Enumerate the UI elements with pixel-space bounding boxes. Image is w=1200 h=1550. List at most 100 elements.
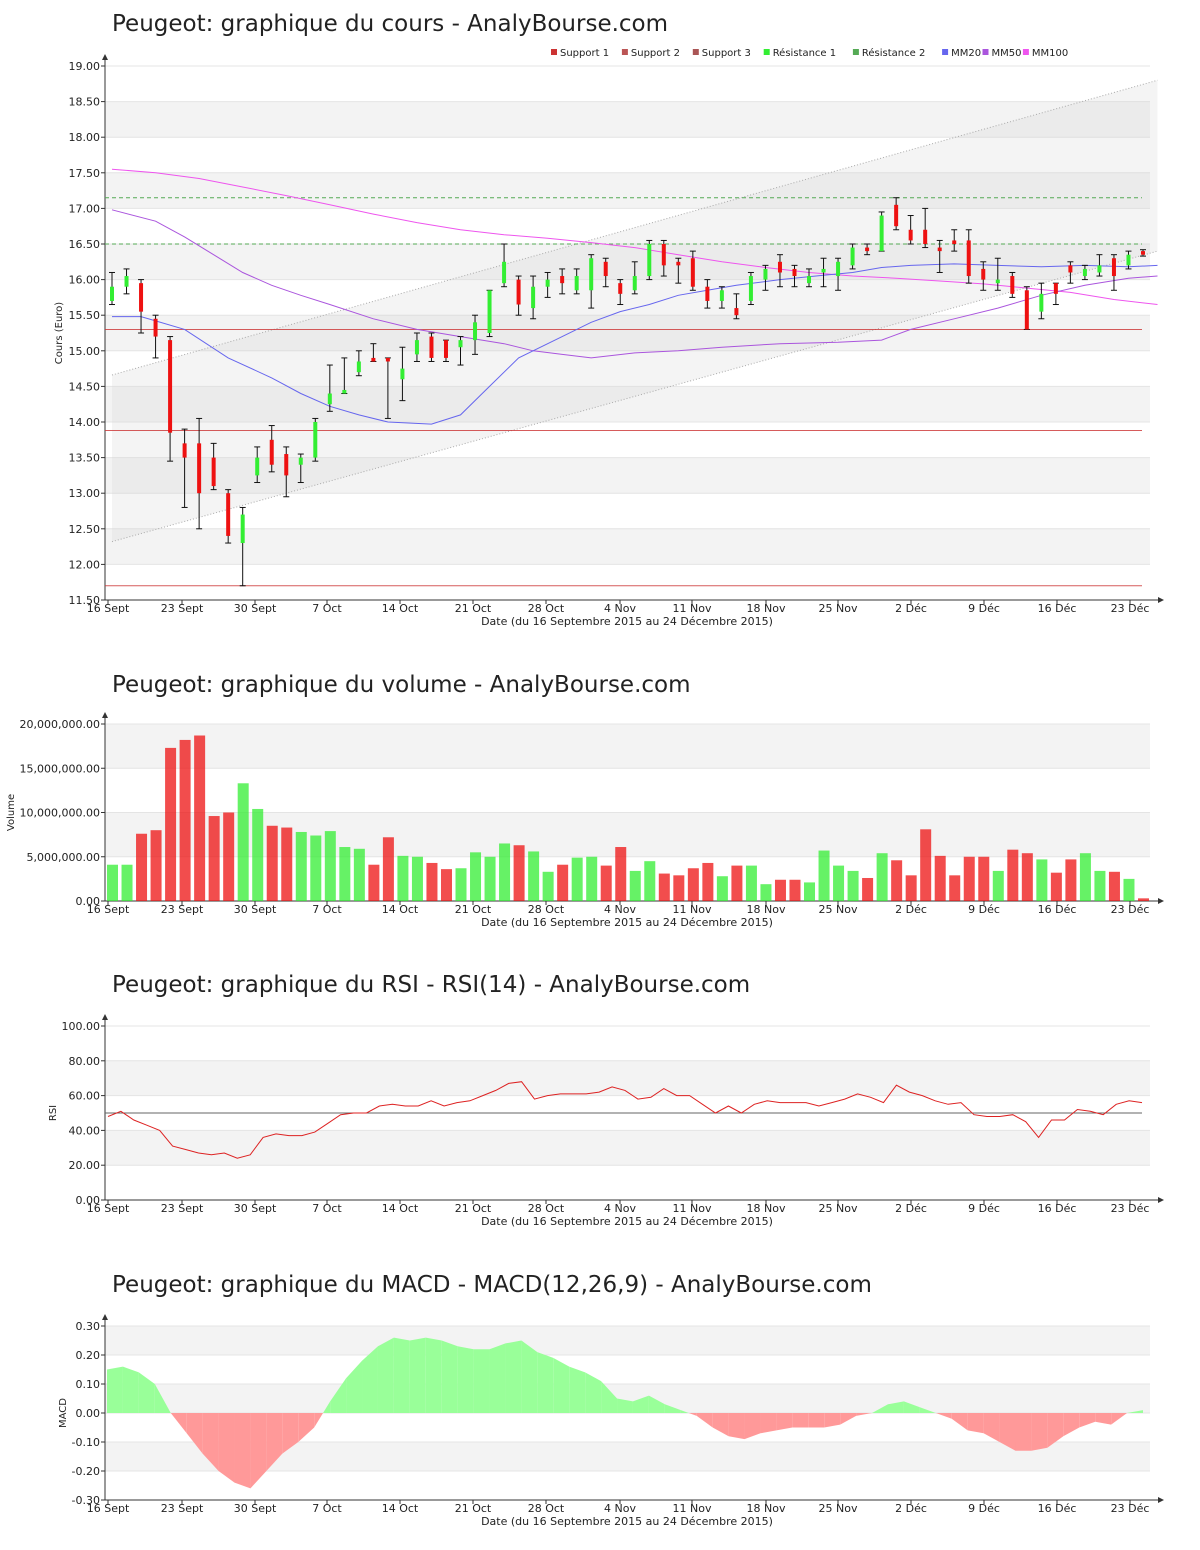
- macd-area-segment: [856, 1413, 873, 1416]
- volume-bar: [542, 871, 554, 901]
- volume-bar: [702, 862, 714, 901]
- candle-body: [531, 286, 536, 309]
- macd-area-segment: [505, 1340, 522, 1413]
- candle-body: [850, 247, 855, 266]
- y-tick-label: 19.00: [69, 60, 101, 73]
- x-tick-label: 16 Déc: [1038, 903, 1077, 916]
- legend-swatch: [621, 49, 628, 55]
- legend-swatch: [1022, 49, 1029, 55]
- x-axis-arrow: [1158, 1497, 1164, 1503]
- macd-area-segment: [585, 1372, 602, 1413]
- macd-area-segment: [202, 1413, 219, 1471]
- candle-body: [1082, 268, 1087, 277]
- macd-area-segment: [250, 1413, 267, 1489]
- legend-swatch: [852, 49, 859, 55]
- volume-bar: [992, 870, 1004, 901]
- y-axis-arrow: [102, 712, 108, 718]
- x-tick-label: 25 Nov: [819, 602, 858, 615]
- legend-swatch: [692, 49, 699, 55]
- macd-area-segment: [776, 1413, 793, 1431]
- volume-bar: [528, 851, 540, 901]
- x-tick-label: 16 Déc: [1038, 1502, 1077, 1515]
- candle-body: [763, 268, 768, 280]
- candle-body: [342, 389, 347, 394]
- x-tick-label: 9 Déc: [968, 903, 1000, 916]
- volume-chart: Peugeot: graphique du volume - AnalyBour…: [0, 640, 1200, 940]
- candle-body: [1141, 251, 1145, 255]
- grid-band: [105, 1326, 1150, 1355]
- volume-bar: [1108, 871, 1120, 901]
- candle-body: [1053, 283, 1058, 294]
- volume-bar: [731, 865, 743, 901]
- y-tick-label: 14.50: [69, 380, 101, 393]
- candle-body: [923, 229, 928, 244]
- legend-label: Support 1: [560, 48, 609, 59]
- volume-bar: [310, 835, 322, 901]
- x-tick-label: 11 Nov: [673, 1202, 712, 1215]
- macd-area-segment: [632, 1395, 649, 1413]
- macd-chart-svg: -0.30 -0.20 -0.10 0.00 0.10 0.20 0.30 16 Sept 23…: [58, 1314, 1164, 1528]
- candle-body: [385, 357, 390, 362]
- volume-bar: [571, 857, 583, 901]
- candle-body: [995, 279, 1000, 284]
- y-tick-label: 60.00: [69, 1090, 101, 1103]
- x-axis-arrow: [1158, 1197, 1164, 1203]
- legend-swatch: [763, 49, 770, 55]
- macd-area-segment: [569, 1366, 586, 1413]
- volume-bar: [165, 747, 177, 901]
- macd-area-segment: [489, 1343, 506, 1413]
- legend-label: MM50: [992, 48, 1022, 59]
- price-chart-title: Peugeot: graphique du cours - AnalyBours…: [112, 11, 669, 37]
- x-tick-label: 4 Nov: [604, 602, 636, 615]
- volume-bar: [368, 864, 380, 901]
- volume-bar: [382, 837, 394, 901]
- y-axis-label: Volume: [6, 794, 17, 831]
- candle-body: [1010, 276, 1015, 294]
- x-tick-label: 23 Déc: [1111, 1502, 1150, 1515]
- legend-label: Support 2: [631, 48, 680, 59]
- volume-bar: [687, 868, 699, 901]
- volume-bar: [324, 831, 336, 901]
- candle-body: [400, 368, 405, 380]
- y-axis-label: Cours (Euro): [54, 302, 65, 365]
- candle-body: [298, 457, 303, 465]
- trend-channel: [112, 80, 1158, 542]
- legend-swatch: [942, 49, 949, 55]
- volume-bar: [252, 808, 264, 901]
- legend-swatch: [982, 49, 989, 55]
- rsi-chart: Peugeot: graphique du RSI - RSI(14) - An…: [0, 940, 1200, 1240]
- volume-bar: [833, 865, 845, 901]
- grid-band: [105, 528, 1150, 565]
- x-tick-label: 23 Sept: [161, 602, 204, 615]
- volume-bar: [891, 860, 903, 901]
- candle-body: [371, 357, 376, 362]
- macd-area-segment: [377, 1337, 394, 1413]
- x-tick-label: 14 Oct: [382, 1202, 419, 1215]
- candle-body: [1068, 265, 1073, 273]
- volume-chart-svg: 0.00 5,000,000.00 10,000,000.00 15,000,000.…: [6, 712, 1164, 929]
- x-tick-label: 18 Nov: [747, 602, 786, 615]
- candle-body: [618, 283, 623, 294]
- macd-area-segment: [1031, 1413, 1048, 1451]
- y-tick-label: 0.00: [76, 1407, 101, 1420]
- macd-area-segment: [744, 1413, 761, 1440]
- x-tick-label: 16 Déc: [1038, 602, 1077, 615]
- x-tick-label: 16 Sept: [87, 1202, 130, 1215]
- x-tick-label: 4 Nov: [604, 1502, 636, 1515]
- channel-upper-line: [111, 79, 1158, 376]
- candle-body: [110, 286, 114, 301]
- y-axis-arrow: [102, 54, 108, 60]
- x-tick-label: 7 Oct: [312, 903, 342, 916]
- volume-chart-title: Peugeot: graphique du volume - AnalyBour…: [112, 672, 691, 698]
- x-tick-label: 30 Sept: [234, 1202, 277, 1215]
- volume-bar: [121, 864, 133, 901]
- volume-bar: [745, 865, 757, 901]
- grid-band: [105, 812, 1150, 857]
- volume-bar: [615, 847, 627, 901]
- macd-area-segment: [138, 1372, 155, 1413]
- candle-body: [327, 393, 332, 405]
- macd-area-segment: [824, 1413, 841, 1428]
- macd-area-segment: [728, 1413, 745, 1440]
- volume-bar: [978, 856, 990, 901]
- x-tick-label: 7 Oct: [312, 1502, 342, 1515]
